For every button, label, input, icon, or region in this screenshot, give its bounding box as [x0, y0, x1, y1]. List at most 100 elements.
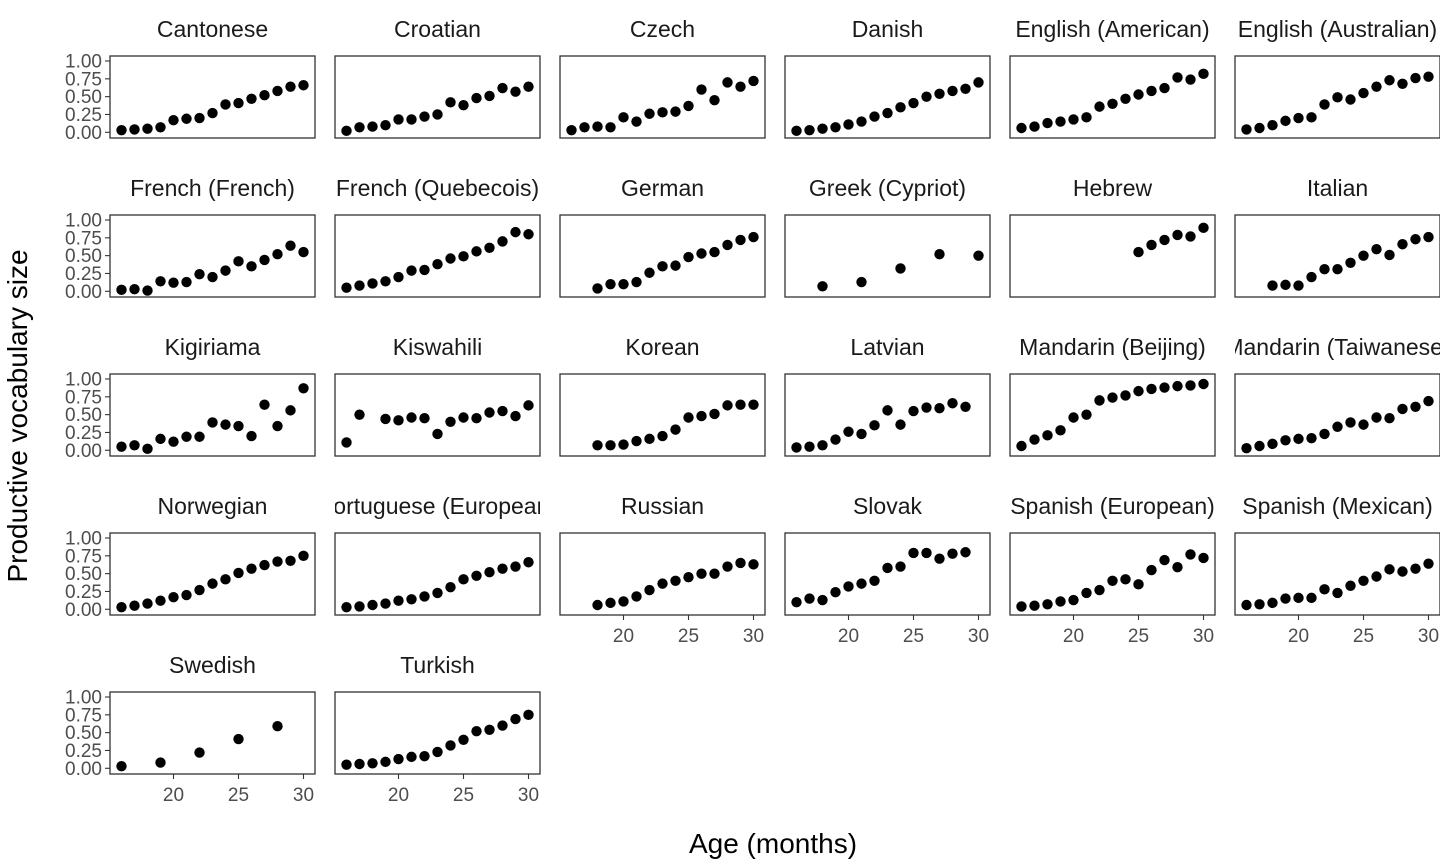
- data-point: [830, 586, 841, 598]
- data-point: [947, 548, 958, 559]
- data-point: [272, 721, 283, 732]
- panel-frame: [784, 214, 991, 298]
- data-point: [657, 261, 668, 272]
- data-point: [419, 591, 430, 602]
- data-point: [129, 600, 140, 611]
- data-point: [1397, 239, 1408, 250]
- y-tick-label: 1.00: [65, 370, 102, 391]
- data-point: [168, 436, 179, 447]
- data-point: [1332, 263, 1343, 275]
- data-point: [696, 410, 707, 422]
- data-point: [116, 601, 127, 613]
- data-point: [380, 119, 391, 131]
- data-point: [155, 433, 166, 445]
- data-point: [895, 102, 906, 113]
- data-point: [1410, 72, 1421, 84]
- data-point: [921, 91, 932, 102]
- data-point: [709, 246, 720, 258]
- data-point: [1345, 417, 1356, 428]
- facet-strip-label: French (Quebecois): [336, 175, 539, 201]
- data-point: [272, 420, 283, 432]
- data-point: [670, 260, 681, 271]
- panel-frame: [1009, 373, 1216, 457]
- data-point: [1068, 594, 1079, 606]
- data-point: [1133, 89, 1144, 100]
- data-point: [973, 77, 984, 88]
- y-tick-label: 0.25: [65, 741, 102, 762]
- data-point: [246, 563, 257, 574]
- panel-frame: [109, 532, 316, 616]
- data-point: [843, 581, 854, 592]
- data-point: [709, 408, 720, 420]
- data-point: [748, 559, 759, 570]
- facet-panel: Portuguese (European): [334, 493, 541, 616]
- data-point: [722, 400, 733, 411]
- y-tick-label: 0.00: [65, 600, 102, 621]
- data-point: [631, 276, 642, 288]
- data-point: [631, 435, 642, 447]
- data-point: [1267, 597, 1278, 609]
- data-point: [921, 402, 932, 413]
- x-tick-label: 20: [1063, 626, 1084, 647]
- data-point: [471, 92, 482, 104]
- data-point: [1159, 554, 1170, 566]
- data-point: [259, 254, 270, 266]
- data-point: [458, 251, 469, 262]
- data-point: [1371, 81, 1382, 92]
- facet-panel: English (American): [1009, 16, 1216, 139]
- data-point: [168, 277, 179, 288]
- data-point: [1094, 395, 1105, 406]
- data-point: [1055, 425, 1066, 436]
- data-point: [497, 405, 508, 417]
- y-tick-label: 0.00: [65, 441, 102, 462]
- data-point: [1371, 412, 1382, 423]
- data-point: [484, 724, 495, 735]
- facet-strip-label: Norwegian: [158, 493, 268, 519]
- data-point: [142, 443, 153, 455]
- data-point: [523, 81, 534, 92]
- data-point: [194, 112, 205, 124]
- y-tick-label: 0.25: [65, 423, 102, 444]
- data-point: [1371, 571, 1382, 582]
- data-point: [735, 81, 746, 92]
- data-point: [1172, 229, 1183, 241]
- data-point: [1042, 599, 1053, 610]
- facet-strip-label: Korean: [625, 334, 699, 360]
- y-tick-label: 1.00: [65, 688, 102, 709]
- facet-strip-label: Cantonese: [157, 16, 268, 42]
- data-point: [341, 437, 352, 448]
- facet-panel: Italian: [1234, 175, 1440, 298]
- facet-panel: English (Australian): [1234, 16, 1440, 139]
- data-point: [1332, 421, 1343, 432]
- data-point: [129, 440, 140, 451]
- facet-strip-label: Slovak: [853, 493, 923, 519]
- data-point: [168, 114, 179, 126]
- data-point: [644, 108, 655, 119]
- data-point: [605, 440, 616, 451]
- data-point: [432, 587, 443, 599]
- x-tick-label: 20: [388, 785, 409, 806]
- y-axis-title: Productive vocabulary size: [2, 249, 33, 582]
- data-point: [1146, 564, 1157, 576]
- data-point: [1241, 124, 1252, 135]
- data-point: [644, 267, 655, 278]
- data-point: [458, 734, 469, 745]
- data-point: [1068, 114, 1079, 125]
- data-point: [947, 85, 958, 97]
- data-point: [1332, 587, 1343, 599]
- data-point: [735, 399, 746, 410]
- data-point: [683, 572, 694, 583]
- data-point: [341, 759, 352, 770]
- y-tick-label: 0.50: [65, 246, 102, 267]
- data-point: [406, 751, 417, 763]
- data-point: [367, 758, 378, 769]
- data-point: [1081, 409, 1092, 420]
- data-point: [1319, 263, 1330, 275]
- x-tick-label: 25: [903, 626, 924, 647]
- data-point: [657, 107, 668, 118]
- data-point: [458, 99, 469, 111]
- data-point: [220, 265, 231, 276]
- facet-strip-label: Spanish (Mexican): [1242, 493, 1432, 519]
- data-point: [233, 420, 244, 432]
